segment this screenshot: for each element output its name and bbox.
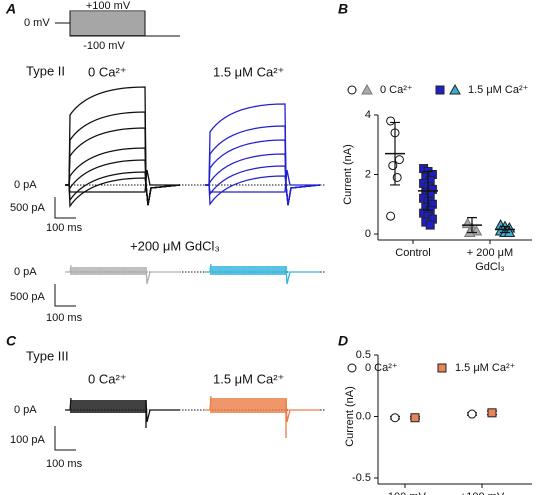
scale-bar xyxy=(54,426,76,451)
panel-label: B xyxy=(338,1,348,17)
holding-label: 0 mV xyxy=(24,17,50,29)
x-tick-label: +100 mV xyxy=(460,491,505,495)
trace xyxy=(65,171,181,206)
marker xyxy=(361,83,373,95)
scale-label: 500 pA xyxy=(10,202,46,214)
marker xyxy=(390,413,400,423)
panel-label: D xyxy=(338,333,348,349)
marker xyxy=(467,409,477,419)
trace xyxy=(205,103,321,206)
trace-band xyxy=(210,266,286,275)
panel-label: C xyxy=(6,333,17,349)
legend-label: 1.5 μM Ca²⁺ xyxy=(468,84,529,96)
trace-band xyxy=(70,267,146,275)
panel-label: A xyxy=(5,1,16,17)
scale-label: 100 pA xyxy=(10,434,46,446)
drug-label: +200 μM GdCl₃ xyxy=(130,238,220,253)
x-tick-label: Control xyxy=(395,247,430,259)
condition-label: 0 Ca²⁺ xyxy=(88,371,127,386)
trace-band xyxy=(70,400,146,413)
trace xyxy=(65,147,181,206)
marker xyxy=(449,83,461,95)
trace xyxy=(205,263,320,285)
zero-label: 0 pA xyxy=(14,179,37,191)
trace xyxy=(205,175,321,206)
trace xyxy=(65,169,180,193)
y-tick-label: 0.0 xyxy=(356,410,371,422)
y-tick-label: 2 xyxy=(365,168,371,180)
legend-label: 0 Ca²⁺ xyxy=(365,362,398,374)
current-traces xyxy=(65,86,325,438)
y-tick-label: 4 xyxy=(365,109,371,121)
condition-label: 1.5 μM Ca²⁺ xyxy=(213,371,284,386)
scale-bar xyxy=(54,284,76,307)
marker xyxy=(410,413,420,423)
marker xyxy=(347,363,357,373)
marker xyxy=(386,116,396,126)
step-top-label: +100 mV xyxy=(86,0,131,12)
zero-label: 0 pA xyxy=(14,266,37,278)
marker xyxy=(394,155,404,165)
step-bottom-label: -100 mV xyxy=(83,40,125,52)
legend-label: 1.5 μM Ca²⁺ xyxy=(455,362,516,374)
marker xyxy=(425,220,435,230)
marker xyxy=(347,85,357,95)
y-tick-label: 0 xyxy=(365,228,371,240)
scale-label: 100 ms xyxy=(46,312,83,324)
marker xyxy=(435,85,445,95)
y-axis-label: Current (nA) xyxy=(342,144,354,205)
y-tick-label: 0.5 xyxy=(356,349,371,361)
scale-label: 100 ms xyxy=(46,458,83,470)
cell-type: Type II xyxy=(26,63,65,78)
trace xyxy=(205,125,321,206)
trace xyxy=(65,159,181,206)
trace-band xyxy=(210,398,286,413)
scale-label: 100 ms xyxy=(46,222,83,234)
legend-label: 0 Ca²⁺ xyxy=(380,84,413,96)
trace xyxy=(205,153,321,206)
condition-label: 1.5 μM Ca²⁺ xyxy=(213,64,284,79)
x-tick-label: -100 mV xyxy=(384,491,426,495)
marker xyxy=(487,408,497,418)
y-axis-label: Current (nA) xyxy=(344,386,356,447)
condition-label: 0 Ca²⁺ xyxy=(88,64,127,79)
scale-label: 500 pA xyxy=(10,291,46,303)
scale-bar xyxy=(54,197,76,219)
protocol-steps xyxy=(70,12,145,36)
trace xyxy=(205,139,321,206)
y-tick-label: -0.5 xyxy=(352,472,371,484)
trace xyxy=(205,169,320,193)
cell-type: Type III xyxy=(26,348,69,363)
zero-label: 0 pA xyxy=(14,404,37,416)
trace xyxy=(65,111,181,206)
trace xyxy=(65,264,180,285)
x-tick-label: + 200 μM GdCl₃ xyxy=(467,247,513,273)
marker xyxy=(386,211,396,221)
marker xyxy=(437,363,447,373)
